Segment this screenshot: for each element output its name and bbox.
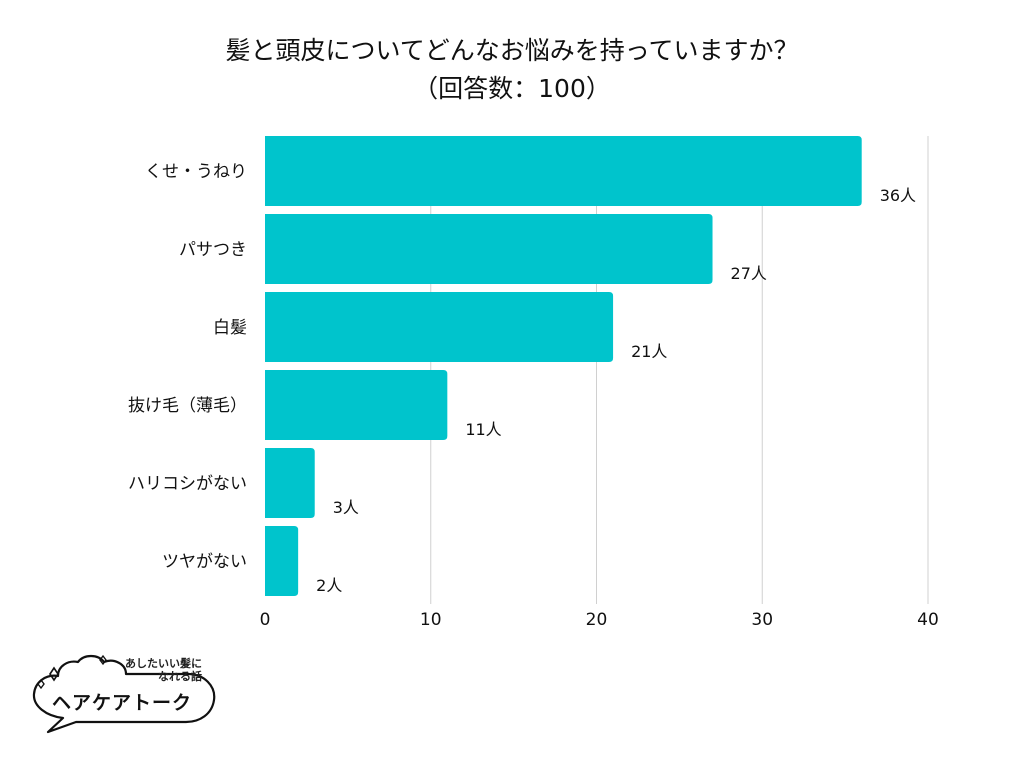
logo-cloud-icon bbox=[32, 654, 216, 734]
value-label-1: 36人 bbox=[880, 186, 916, 205]
value-label-4: 11人 bbox=[465, 420, 501, 439]
bar-3 bbox=[265, 292, 614, 362]
x-tick-label-40: 40 bbox=[917, 610, 939, 630]
chart-title-line2: （回答数：100） bbox=[413, 74, 611, 103]
chart-title-line1: 髪と頭皮についてどんなお悩みを持っていますか？ bbox=[225, 36, 799, 65]
brand-logo: あしたいい髪に なれる話 ヘアケアトーク bbox=[28, 648, 228, 738]
value-label-5: 3人 bbox=[333, 498, 359, 517]
x-tick-label-0: 0 bbox=[260, 610, 271, 630]
category-label-6: ツヤがない bbox=[162, 552, 247, 572]
category-label-3: 白髪 bbox=[213, 318, 247, 338]
value-label-6: 2人 bbox=[316, 576, 342, 595]
x-tick-label-10: 10 bbox=[420, 610, 442, 630]
category-label-1: くせ・うねり bbox=[145, 162, 247, 182]
logo-tagline-line2: なれる話 bbox=[158, 670, 202, 683]
x-tick-label-20: 20 bbox=[586, 610, 608, 630]
category-label-5: ハリコシがない bbox=[128, 474, 247, 494]
category-label-2: パサつき bbox=[179, 240, 247, 260]
value-label-2: 27人 bbox=[731, 264, 767, 283]
bar-4 bbox=[265, 370, 448, 440]
category-label-4: 抜け毛（薄毛） bbox=[128, 396, 247, 416]
logo-tagline: あしたいい髪に なれる話 bbox=[120, 657, 202, 683]
chart-title: 髪と頭皮についてどんなお悩みを持っていますか？ （回答数：100） bbox=[0, 32, 1024, 108]
logo-tagline-line1: あしたいい髪に bbox=[125, 657, 202, 670]
bar-1 bbox=[265, 136, 862, 206]
bar-2 bbox=[265, 214, 713, 284]
value-label-3: 21人 bbox=[631, 342, 667, 361]
x-tick-label-30: 30 bbox=[751, 610, 773, 630]
bar-6 bbox=[265, 526, 299, 596]
bar-5 bbox=[265, 448, 315, 518]
logo-name: ヘアケアトーク bbox=[52, 692, 193, 714]
